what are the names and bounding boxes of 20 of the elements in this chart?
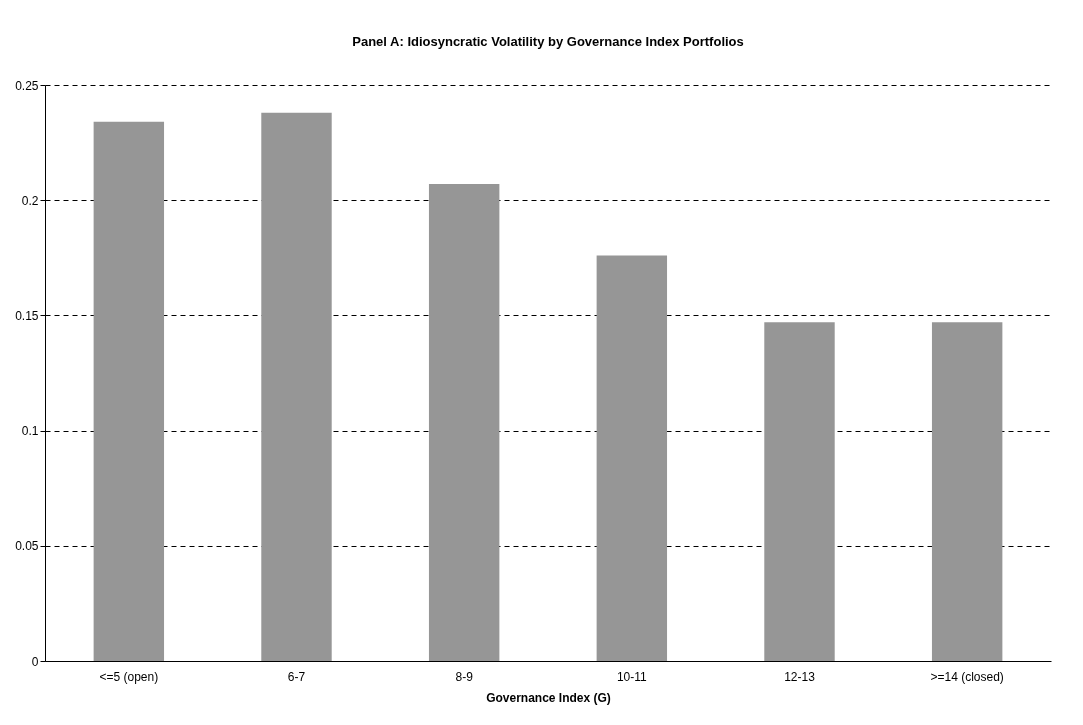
x-tick-label: <=5 (open) — [99, 669, 159, 684]
y-tick-label: 0 — [31, 654, 39, 669]
bar — [261, 112, 332, 661]
y-tick-label: 0.15 — [15, 308, 39, 323]
x-tick-label: 8-9 — [455, 669, 474, 684]
y-tick-label: 0.1 — [21, 424, 39, 439]
y-tick-label: 0.25 — [15, 78, 39, 93]
bar — [428, 184, 500, 661]
bar — [93, 121, 165, 661]
chart-title: Panel A: Idiosyncratic Volatility by Governance Index Portfolios — [352, 34, 744, 49]
y-tick-label: 0.2 — [21, 193, 39, 208]
bar — [596, 255, 668, 661]
x-tick-label: 12-13 — [784, 669, 816, 684]
y-tick-label: 0.05 — [15, 539, 39, 554]
x-tick-label: 10-11 — [616, 669, 648, 684]
x-tick-label: 6-7 — [287, 669, 306, 684]
x-tick-label: >=14 (closed) — [930, 669, 1004, 684]
bar — [931, 322, 1003, 661]
bar — [764, 322, 835, 661]
x-axis-title: Governance Index (G) — [486, 690, 611, 705]
